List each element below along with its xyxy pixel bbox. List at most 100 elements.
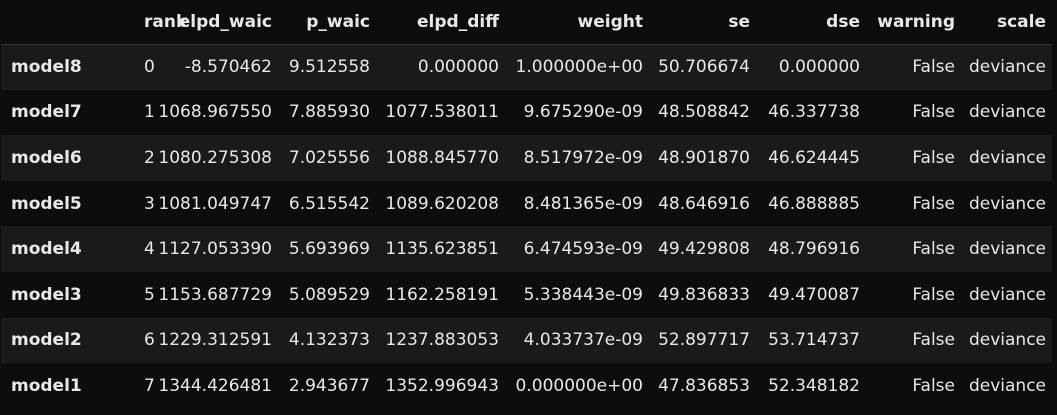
cell-se: 49.836833	[658, 284, 750, 305]
header-elpd-waic: elpd_waic	[148, 0, 278, 45]
cell-se: 52.897717	[658, 330, 750, 351]
cell-dse: 48.796916	[768, 239, 860, 260]
cell-weight: 0.000000e+00	[515, 375, 643, 396]
cell-dse: 52.348182	[768, 375, 860, 396]
cell-weight: 8.481365e-09	[523, 193, 643, 214]
cell-p-waic: 5.089529	[288, 284, 370, 305]
cell-se: 48.646916	[658, 193, 750, 214]
table-row: model7 1 1068.967550 7.885930 1077.53801…	[1, 89, 1052, 136]
cell-scale: deviance	[968, 147, 1046, 168]
cell-elpd-diff: 1135.623851	[385, 239, 499, 260]
row-label: model6	[11, 147, 82, 168]
cell-warning: False	[912, 102, 955, 123]
cell-elpd-waic: 1229.312591	[158, 330, 272, 351]
table-row: model4 4 1127.053390 5.693969 1135.62385…	[1, 226, 1052, 272]
row-label: model7	[11, 102, 82, 123]
cell-scale: deviance	[968, 239, 1046, 260]
cell-rank: 7	[144, 375, 155, 396]
cell-dse: 46.624445	[768, 147, 860, 168]
cell-p-waic: 4.132373	[288, 330, 370, 351]
cell-warning: False	[912, 284, 955, 305]
row-label: model1	[11, 375, 82, 396]
cell-dse: 0.000000	[778, 57, 860, 78]
row-label: model3	[11, 284, 82, 305]
cell-elpd-waic: 1153.687729	[158, 284, 272, 305]
cell-elpd-diff: 1352.996943	[385, 375, 499, 396]
cell-scale: deviance	[968, 375, 1046, 396]
cell-weight: 8.517972e-09	[523, 147, 643, 168]
cell-elpd-diff: 1088.845770	[385, 147, 499, 168]
cell-warning: False	[912, 375, 955, 396]
cell-dse: 46.337738	[768, 102, 860, 123]
cell-se: 50.706674	[658, 57, 750, 78]
cell-elpd-diff: 1089.620208	[385, 193, 499, 214]
header-warning: warning	[866, 0, 961, 45]
header-scale: scale	[961, 0, 1052, 45]
cell-weight: 9.675290e-09	[523, 102, 643, 123]
cell-warning: False	[912, 193, 955, 214]
cell-weight: 1.000000e+00	[515, 57, 643, 78]
cell-rank: 3	[144, 193, 155, 214]
cell-scale: deviance	[968, 193, 1046, 214]
cell-se: 49.429808	[658, 239, 750, 260]
model-comparison-table: rank elpd_waic p_waic elpd_diff weight s…	[1, 0, 1052, 409]
row-label: model4	[11, 239, 82, 260]
cell-elpd-waic: 1127.053390	[158, 239, 272, 260]
header-se: se	[649, 0, 756, 45]
cell-elpd-diff: 1162.258191	[385, 284, 499, 305]
cell-weight: 6.474593e-09	[523, 239, 643, 260]
cell-p-waic: 7.025556	[288, 147, 370, 168]
cell-p-waic: 9.512558	[288, 57, 370, 78]
header-elpd-diff: elpd_diff	[376, 0, 505, 45]
cell-rank: 0	[144, 57, 155, 78]
cell-elpd-diff: 1077.538011	[385, 102, 499, 123]
table-row: model2 6 1229.312591 4.132373 1237.88305…	[1, 317, 1052, 364]
cell-scale: deviance	[968, 57, 1046, 78]
cell-rank: 6	[144, 330, 155, 351]
cell-rank: 5	[144, 284, 155, 305]
table-row: model8 0 -8.570462 9.512558 0.000000 1.0…	[1, 44, 1052, 90]
cell-elpd-waic: 1081.049747	[158, 193, 272, 214]
table-row: model3 5 1153.687729 5.089529 1162.25819…	[1, 271, 1052, 318]
row-label: model8	[11, 57, 82, 78]
cell-elpd-diff: 0.000000	[417, 57, 499, 78]
cell-scale: deviance	[968, 330, 1046, 351]
cell-rank: 1	[144, 102, 155, 123]
header-dse: dse	[756, 0, 866, 45]
cell-p-waic: 7.885930	[288, 102, 370, 123]
cell-warning: False	[912, 147, 955, 168]
cell-dse: 46.888885	[768, 193, 860, 214]
cell-p-waic: 6.515542	[288, 193, 370, 214]
cell-scale: deviance	[968, 102, 1046, 123]
cell-weight: 5.338443e-09	[523, 284, 643, 305]
cell-rank: 2	[144, 147, 155, 168]
cell-rank: 4	[144, 239, 155, 260]
cell-se: 47.836853	[658, 375, 750, 396]
header-row: rank elpd_waic p_waic elpd_diff weight s…	[1, 0, 1052, 45]
cell-dse: 53.714737	[768, 330, 860, 351]
cell-warning: False	[912, 57, 955, 78]
header-weight: weight	[505, 0, 649, 45]
cell-warning: False	[912, 239, 955, 260]
cell-se: 48.901870	[658, 147, 750, 168]
cell-elpd-waic: 1068.967550	[158, 102, 272, 123]
cell-elpd-waic: -8.570462	[184, 57, 272, 78]
cell-p-waic: 2.943677	[288, 375, 370, 396]
header-rank: rank	[144, 0, 187, 45]
row-label: model2	[11, 330, 82, 351]
cell-p-waic: 5.693969	[288, 239, 370, 260]
header-index	[1, 0, 144, 45]
cell-warning: False	[912, 330, 955, 351]
table-row: model5 3 1081.049747 6.515542 1089.62020…	[1, 180, 1052, 227]
table-row: model1 7 1344.426481 2.943677 1352.99694…	[1, 363, 1052, 409]
table-row: model6 2 1080.275308 7.025556 1088.84577…	[1, 135, 1052, 181]
cell-elpd-waic: 1344.426481	[158, 375, 272, 396]
cell-dse: 49.470087	[768, 284, 860, 305]
row-label: model5	[11, 193, 82, 214]
cell-elpd-diff: 1237.883053	[385, 330, 499, 351]
header-p-waic: p_waic	[278, 0, 376, 45]
cell-weight: 4.033737e-09	[523, 330, 643, 351]
cell-scale: deviance	[968, 284, 1046, 305]
cell-elpd-waic: 1080.275308	[158, 147, 272, 168]
cell-se: 48.508842	[658, 102, 750, 123]
